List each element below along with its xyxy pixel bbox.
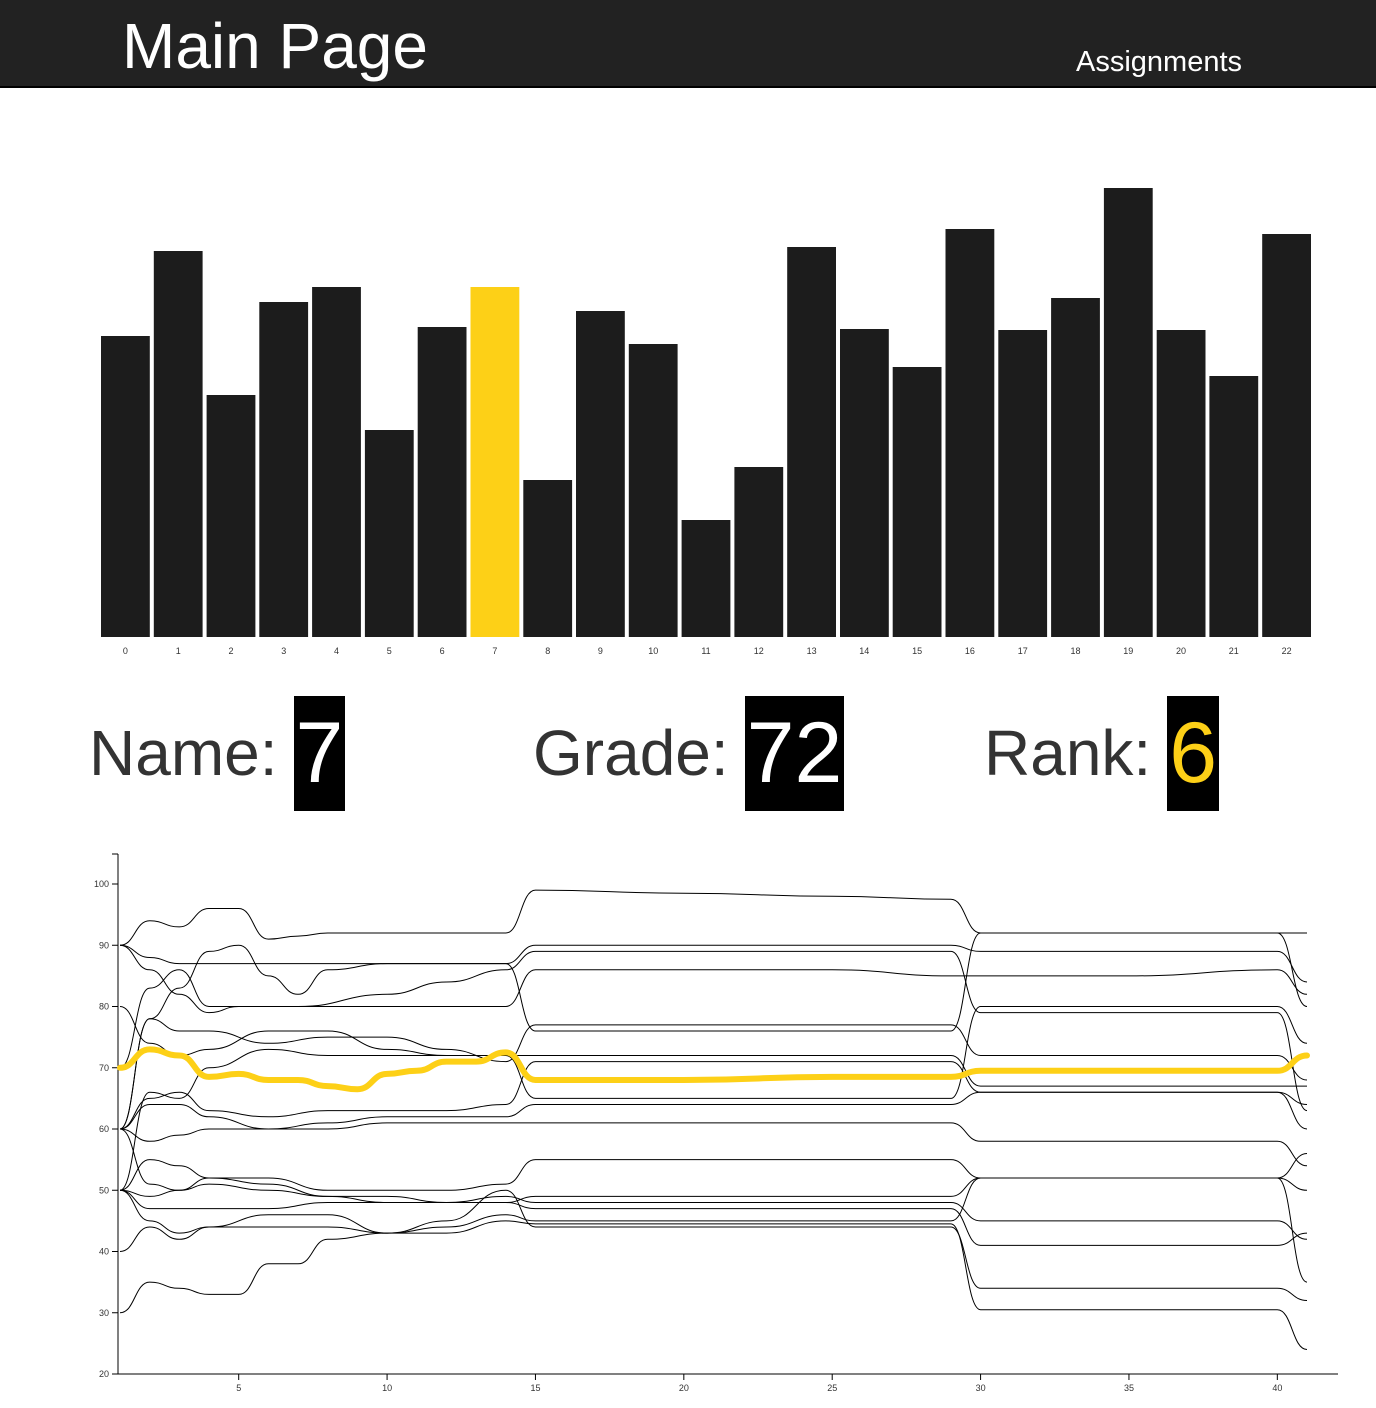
x-tick-label: 25 (827, 1383, 837, 1393)
bar-4[interactable] (312, 287, 361, 637)
rank-label: Rank: (984, 717, 1152, 789)
bar-tick-label: 3 (281, 646, 286, 656)
bar-tick-label: 8 (545, 646, 550, 656)
y-tick-label: 90 (99, 940, 109, 950)
student-line-15[interactable] (119, 1189, 1308, 1246)
y-tick-label: 20 (99, 1369, 109, 1379)
grade-stat: Grade: 72 (533, 696, 845, 811)
x-tick-label: 20 (679, 1383, 689, 1393)
x-tick-label: 30 (976, 1383, 986, 1393)
bar-7[interactable] (470, 287, 520, 637)
page-title: Main Page (122, 10, 428, 82)
bar-tick-label: 17 (1018, 646, 1028, 656)
y-tick-label: 50 (99, 1185, 109, 1195)
bar-tick-label: 4 (334, 646, 339, 656)
bar-tick-label: 13 (807, 646, 817, 656)
student-line-13[interactable] (119, 1128, 1308, 1203)
y-tick-label: 70 (99, 1063, 109, 1073)
grade-history-line-chart: 20 30 40 50 60 70 80 90 100 5 10 15 20 25 30 35 40 (94, 853, 1338, 1393)
bar-18[interactable] (1051, 298, 1100, 637)
bar-19[interactable] (1103, 188, 1153, 637)
x-tick-label: 15 (530, 1383, 540, 1393)
bar-tick-label: 7 (492, 646, 497, 656)
rank-stat: Rank: 6 (984, 696, 1220, 811)
assignments-link[interactable]: Assignments (1076, 46, 1243, 78)
bar-1[interactable] (153, 251, 203, 637)
bar-3[interactable] (259, 302, 309, 637)
selected-student-line[interactable] (117, 1046, 1310, 1093)
bar-tick-label: 16 (965, 646, 975, 656)
bar-20[interactable] (1156, 330, 1206, 637)
grades-bar-chart: 0 1 2 3 4 5 6 7 8 9 10 11 12 13 14 15 16 17 18 19 20 21 22 (101, 188, 1311, 656)
bar-10[interactable] (628, 344, 678, 637)
x-tick-label: 35 (1124, 1383, 1134, 1393)
student-line-7[interactable] (119, 1018, 1308, 1130)
y-tick-label: 30 (99, 1308, 109, 1318)
student-line-14[interactable] (119, 1183, 1308, 1240)
student-line-6[interactable] (119, 1006, 1308, 1099)
bar-tick-label: 18 (1070, 646, 1080, 656)
bar-11[interactable] (681, 520, 731, 637)
bar-tick-label: 1 (176, 646, 181, 656)
bar-tick-label: 15 (912, 646, 922, 656)
bar-tick-label: 10 (648, 646, 658, 656)
bar-21[interactable] (1209, 376, 1259, 637)
bar-tick-label: 19 (1123, 646, 1133, 656)
student-line-5[interactable] (119, 969, 1308, 1069)
bar-2[interactable] (206, 395, 256, 637)
student-line-3[interactable] (119, 932, 1307, 1130)
bar-tick-label: 6 (440, 646, 445, 656)
student-line-1[interactable] (119, 889, 1308, 1007)
bar-8[interactable] (523, 480, 573, 637)
bar-tick-label: 21 (1229, 646, 1239, 656)
bar-tick-label: 0 (123, 646, 128, 656)
bar-16[interactable] (945, 229, 995, 637)
bar-0[interactable] (101, 336, 150, 637)
y-tick-label: 80 (99, 1002, 109, 1012)
rank-value: 6 (1167, 696, 1220, 811)
student-line-2[interactable] (119, 944, 1308, 983)
bar-tick-label: 5 (387, 646, 392, 656)
y-tick-label: 100 (94, 879, 109, 889)
student-line-8[interactable] (119, 1048, 1307, 1191)
student-line-4[interactable] (119, 944, 1308, 1112)
bar-tick-label: 12 (754, 646, 764, 656)
bar-6[interactable] (417, 327, 467, 637)
bar-tick-label: 2 (228, 646, 233, 656)
name-value: 7 (293, 696, 346, 811)
student-line-12[interactable] (119, 1153, 1308, 1191)
bar-15[interactable] (892, 367, 942, 637)
bar-tick-label: 11 (701, 646, 710, 656)
bar-tick-label: 14 (859, 646, 869, 656)
student-line-17[interactable] (119, 1220, 1308, 1350)
bar-22[interactable] (1262, 234, 1311, 637)
x-tick-label: 10 (382, 1383, 392, 1393)
bar-17[interactable] (998, 330, 1048, 637)
y-tick-label: 40 (99, 1247, 109, 1257)
bar-tick-label: 20 (1176, 646, 1186, 656)
bar-9[interactable] (576, 311, 625, 637)
grade-label: Grade: (533, 717, 729, 789)
bar-tick-label: 9 (598, 646, 603, 656)
name-label: Name: (89, 717, 278, 789)
y-tick-label: 60 (99, 1124, 109, 1134)
student-line-10[interactable] (119, 1091, 1308, 1130)
student-line-18[interactable] (119, 1177, 1308, 1314)
bar-13[interactable] (787, 247, 836, 637)
bar-14[interactable] (840, 329, 889, 637)
student-line-11[interactable] (119, 1122, 1308, 1167)
bar-5[interactable] (364, 430, 414, 637)
grade-value: 72 (744, 696, 845, 811)
bar-12[interactable] (734, 467, 784, 637)
bar-tick-label: 22 (1282, 646, 1292, 656)
name-stat: Name: 7 (89, 696, 346, 811)
x-tick-label: 5 (236, 1383, 241, 1393)
top-navbar: Main Page Assignments (0, 0, 1376, 88)
x-tick-label: 40 (1272, 1383, 1282, 1393)
